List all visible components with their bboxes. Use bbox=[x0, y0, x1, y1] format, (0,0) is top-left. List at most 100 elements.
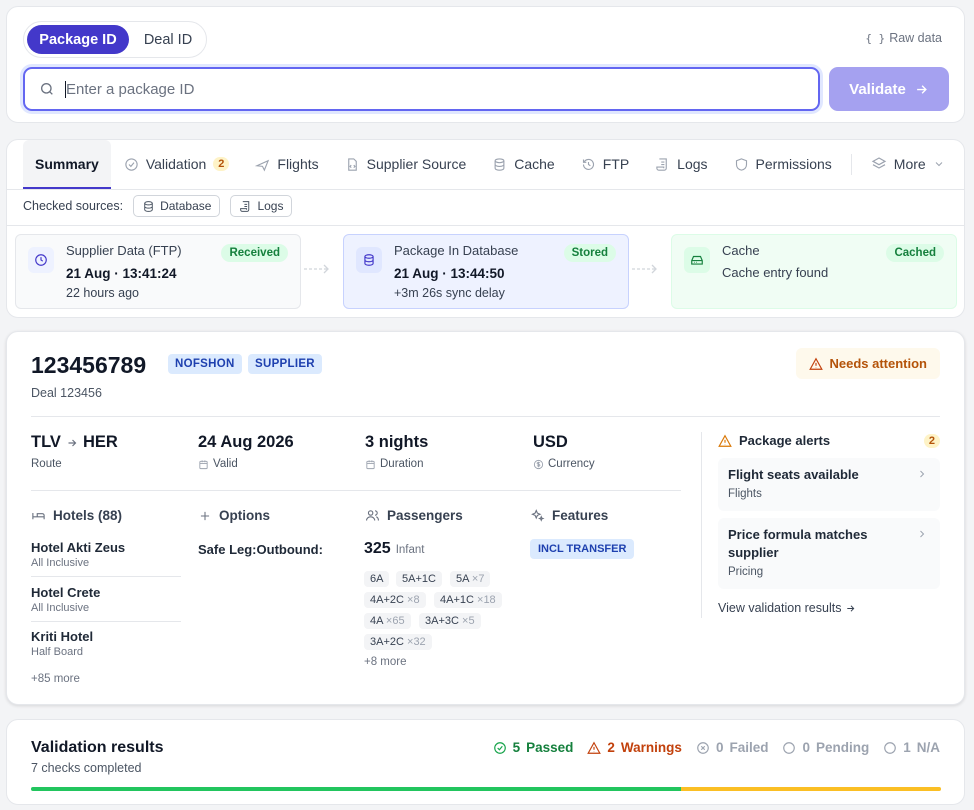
hotel-divider bbox=[31, 576, 181, 577]
hard-drive-icon bbox=[684, 247, 710, 273]
tab-supplier-source-label: Supplier Source bbox=[366, 156, 467, 172]
hotel-board: All Inclusive bbox=[31, 602, 90, 614]
valid-stat: 24 Aug 2026 Valid bbox=[198, 433, 294, 470]
hotel-item[interactable]: Hotel Akti Zeus All Inclusive bbox=[31, 540, 181, 569]
passenger-chip: 4A+1C ×18 bbox=[434, 592, 502, 608]
needs-attention-badge[interactable]: Needs attention bbox=[796, 348, 940, 379]
tab-summary[interactable]: Summary bbox=[23, 140, 111, 189]
passed-stat[interactable]: 5 Passed bbox=[493, 740, 574, 755]
chip-label: 3A+3C bbox=[425, 615, 459, 627]
passenger-chip: 4A+2C ×8 bbox=[364, 592, 426, 608]
stage-title: Package In Database bbox=[394, 243, 519, 258]
source-chip-logs[interactable]: Logs bbox=[230, 195, 293, 217]
chevron-right-icon bbox=[916, 528, 928, 540]
passed-label: Passed bbox=[526, 740, 574, 755]
deal-id-mode-button[interactable]: Deal ID bbox=[143, 31, 193, 48]
stage-sub: +3m 26s sync delay bbox=[394, 286, 505, 300]
scroll-text-icon bbox=[239, 200, 252, 213]
plane-icon bbox=[255, 157, 270, 172]
hotel-item[interactable]: Kriti Hotel Half Board bbox=[31, 629, 181, 658]
passenger-chip: 3A+3C ×5 bbox=[419, 613, 481, 629]
users-icon bbox=[365, 508, 380, 523]
tab-more[interactable]: More bbox=[858, 140, 958, 188]
alert-item[interactable]: Price formula matches supplier Pricing bbox=[718, 518, 940, 589]
validate-button[interactable]: Validate bbox=[829, 67, 949, 111]
pending-stat[interactable]: 0 Pending bbox=[782, 740, 869, 755]
database-icon bbox=[142, 200, 155, 213]
package-id-mode-button[interactable]: Package ID bbox=[27, 25, 129, 54]
raw-data-label: Raw data bbox=[889, 31, 942, 45]
status-badge: Cached bbox=[886, 244, 944, 262]
chip-label: 4A+1C bbox=[440, 594, 474, 606]
validation-results-subtitle: 7 checks completed bbox=[31, 761, 142, 775]
hotels-more-link[interactable]: +85 more bbox=[31, 673, 80, 685]
stage-package-in-database[interactable]: Package In Database 21 Aug · 13:44:50 +3… bbox=[343, 234, 629, 309]
tab-cache[interactable]: Cache bbox=[479, 140, 567, 188]
na-stat[interactable]: 1 N/A bbox=[883, 740, 940, 755]
header-divider bbox=[31, 416, 940, 417]
source-chip-database[interactable]: Database bbox=[133, 195, 221, 217]
text-caret bbox=[65, 80, 66, 98]
tab-logs[interactable]: Logs bbox=[642, 140, 720, 188]
checked-sources-label: Checked sources: bbox=[23, 199, 124, 213]
arrow-right-icon bbox=[845, 603, 856, 614]
package-id-input[interactable] bbox=[66, 80, 766, 98]
failed-stat[interactable]: 0 Failed bbox=[696, 740, 768, 755]
chip-mult: ×18 bbox=[477, 594, 496, 606]
check-circle-icon bbox=[124, 157, 139, 172]
chip-label: 4A bbox=[370, 615, 383, 627]
clock-icon bbox=[28, 247, 54, 273]
options-title: Options bbox=[219, 508, 270, 523]
features-heading: Features bbox=[530, 508, 608, 523]
alert-category: Flights bbox=[728, 488, 762, 500]
passenger-chip: 5A ×7 bbox=[450, 571, 491, 587]
stage-supplier-data[interactable]: Supplier Data (FTP) 21 Aug · 13:41:24 22… bbox=[15, 234, 301, 309]
sources-divider bbox=[7, 225, 964, 226]
duration-stat: 3 nights Duration bbox=[365, 433, 428, 470]
tab-validation-label: Validation bbox=[145, 156, 207, 172]
tab-bar: Summary Validation 2 Flights Supplier So… bbox=[7, 140, 964, 189]
hotel-item[interactable]: Hotel Crete All Inclusive bbox=[31, 585, 181, 614]
hotel-board: Half Board bbox=[31, 646, 83, 658]
route-from: TLV bbox=[31, 433, 61, 451]
circle-icon bbox=[883, 741, 897, 755]
status-badge: Stored bbox=[563, 244, 616, 262]
tab-validation[interactable]: Validation 2 bbox=[111, 140, 243, 188]
tab-supplier-source[interactable]: Supplier Source bbox=[332, 140, 480, 188]
stage-cache[interactable]: Cache Cache entry found Cached bbox=[671, 234, 957, 309]
circle-icon bbox=[782, 741, 796, 755]
passengers-more-link[interactable]: +8 more bbox=[364, 656, 407, 668]
tab-flights[interactable]: Flights bbox=[242, 140, 331, 188]
dollar-circle-icon bbox=[533, 459, 544, 470]
currency-label: Currency bbox=[548, 458, 595, 470]
chip-mult: ×7 bbox=[471, 573, 485, 585]
passengers-title: Passengers bbox=[387, 508, 463, 523]
warning-triangle-icon bbox=[718, 434, 732, 448]
raw-data-button[interactable]: { } Raw data bbox=[865, 31, 942, 45]
sparkles-icon bbox=[530, 508, 545, 523]
alert-category: Pricing bbox=[728, 566, 764, 578]
calendar-icon bbox=[198, 459, 209, 470]
stage-time: 21 Aug · 13:44:50 bbox=[394, 266, 505, 281]
tabs-card: Summary Validation 2 Flights Supplier So… bbox=[6, 139, 965, 318]
package-tag: SUPPLIER bbox=[248, 354, 322, 374]
warnings-stat[interactable]: 2 Warnings bbox=[587, 740, 682, 755]
alert-item[interactable]: Flight seats available Flights bbox=[718, 458, 940, 511]
x-circle-icon bbox=[696, 741, 710, 755]
stats-divider bbox=[31, 490, 681, 491]
tab-ftp[interactable]: FTP bbox=[568, 140, 642, 188]
arrow-right-icon bbox=[631, 264, 659, 274]
passed-count: 5 bbox=[512, 740, 521, 755]
tab-permissions-label: Permissions bbox=[755, 156, 832, 172]
package-tag: NOFSHON bbox=[168, 354, 242, 374]
valid-label: Valid bbox=[213, 458, 238, 470]
currency-value: USD bbox=[533, 433, 568, 451]
search-box bbox=[23, 67, 820, 111]
chip-label: 3A+2C bbox=[370, 636, 404, 648]
validation-count-badge: 2 bbox=[213, 157, 230, 171]
database-icon bbox=[356, 247, 382, 273]
view-validation-results-link[interactable]: View validation results bbox=[718, 601, 856, 615]
tab-permissions[interactable]: Permissions bbox=[721, 140, 845, 188]
warnings-label: Warnings bbox=[620, 740, 682, 755]
check-circle-icon bbox=[493, 741, 507, 755]
